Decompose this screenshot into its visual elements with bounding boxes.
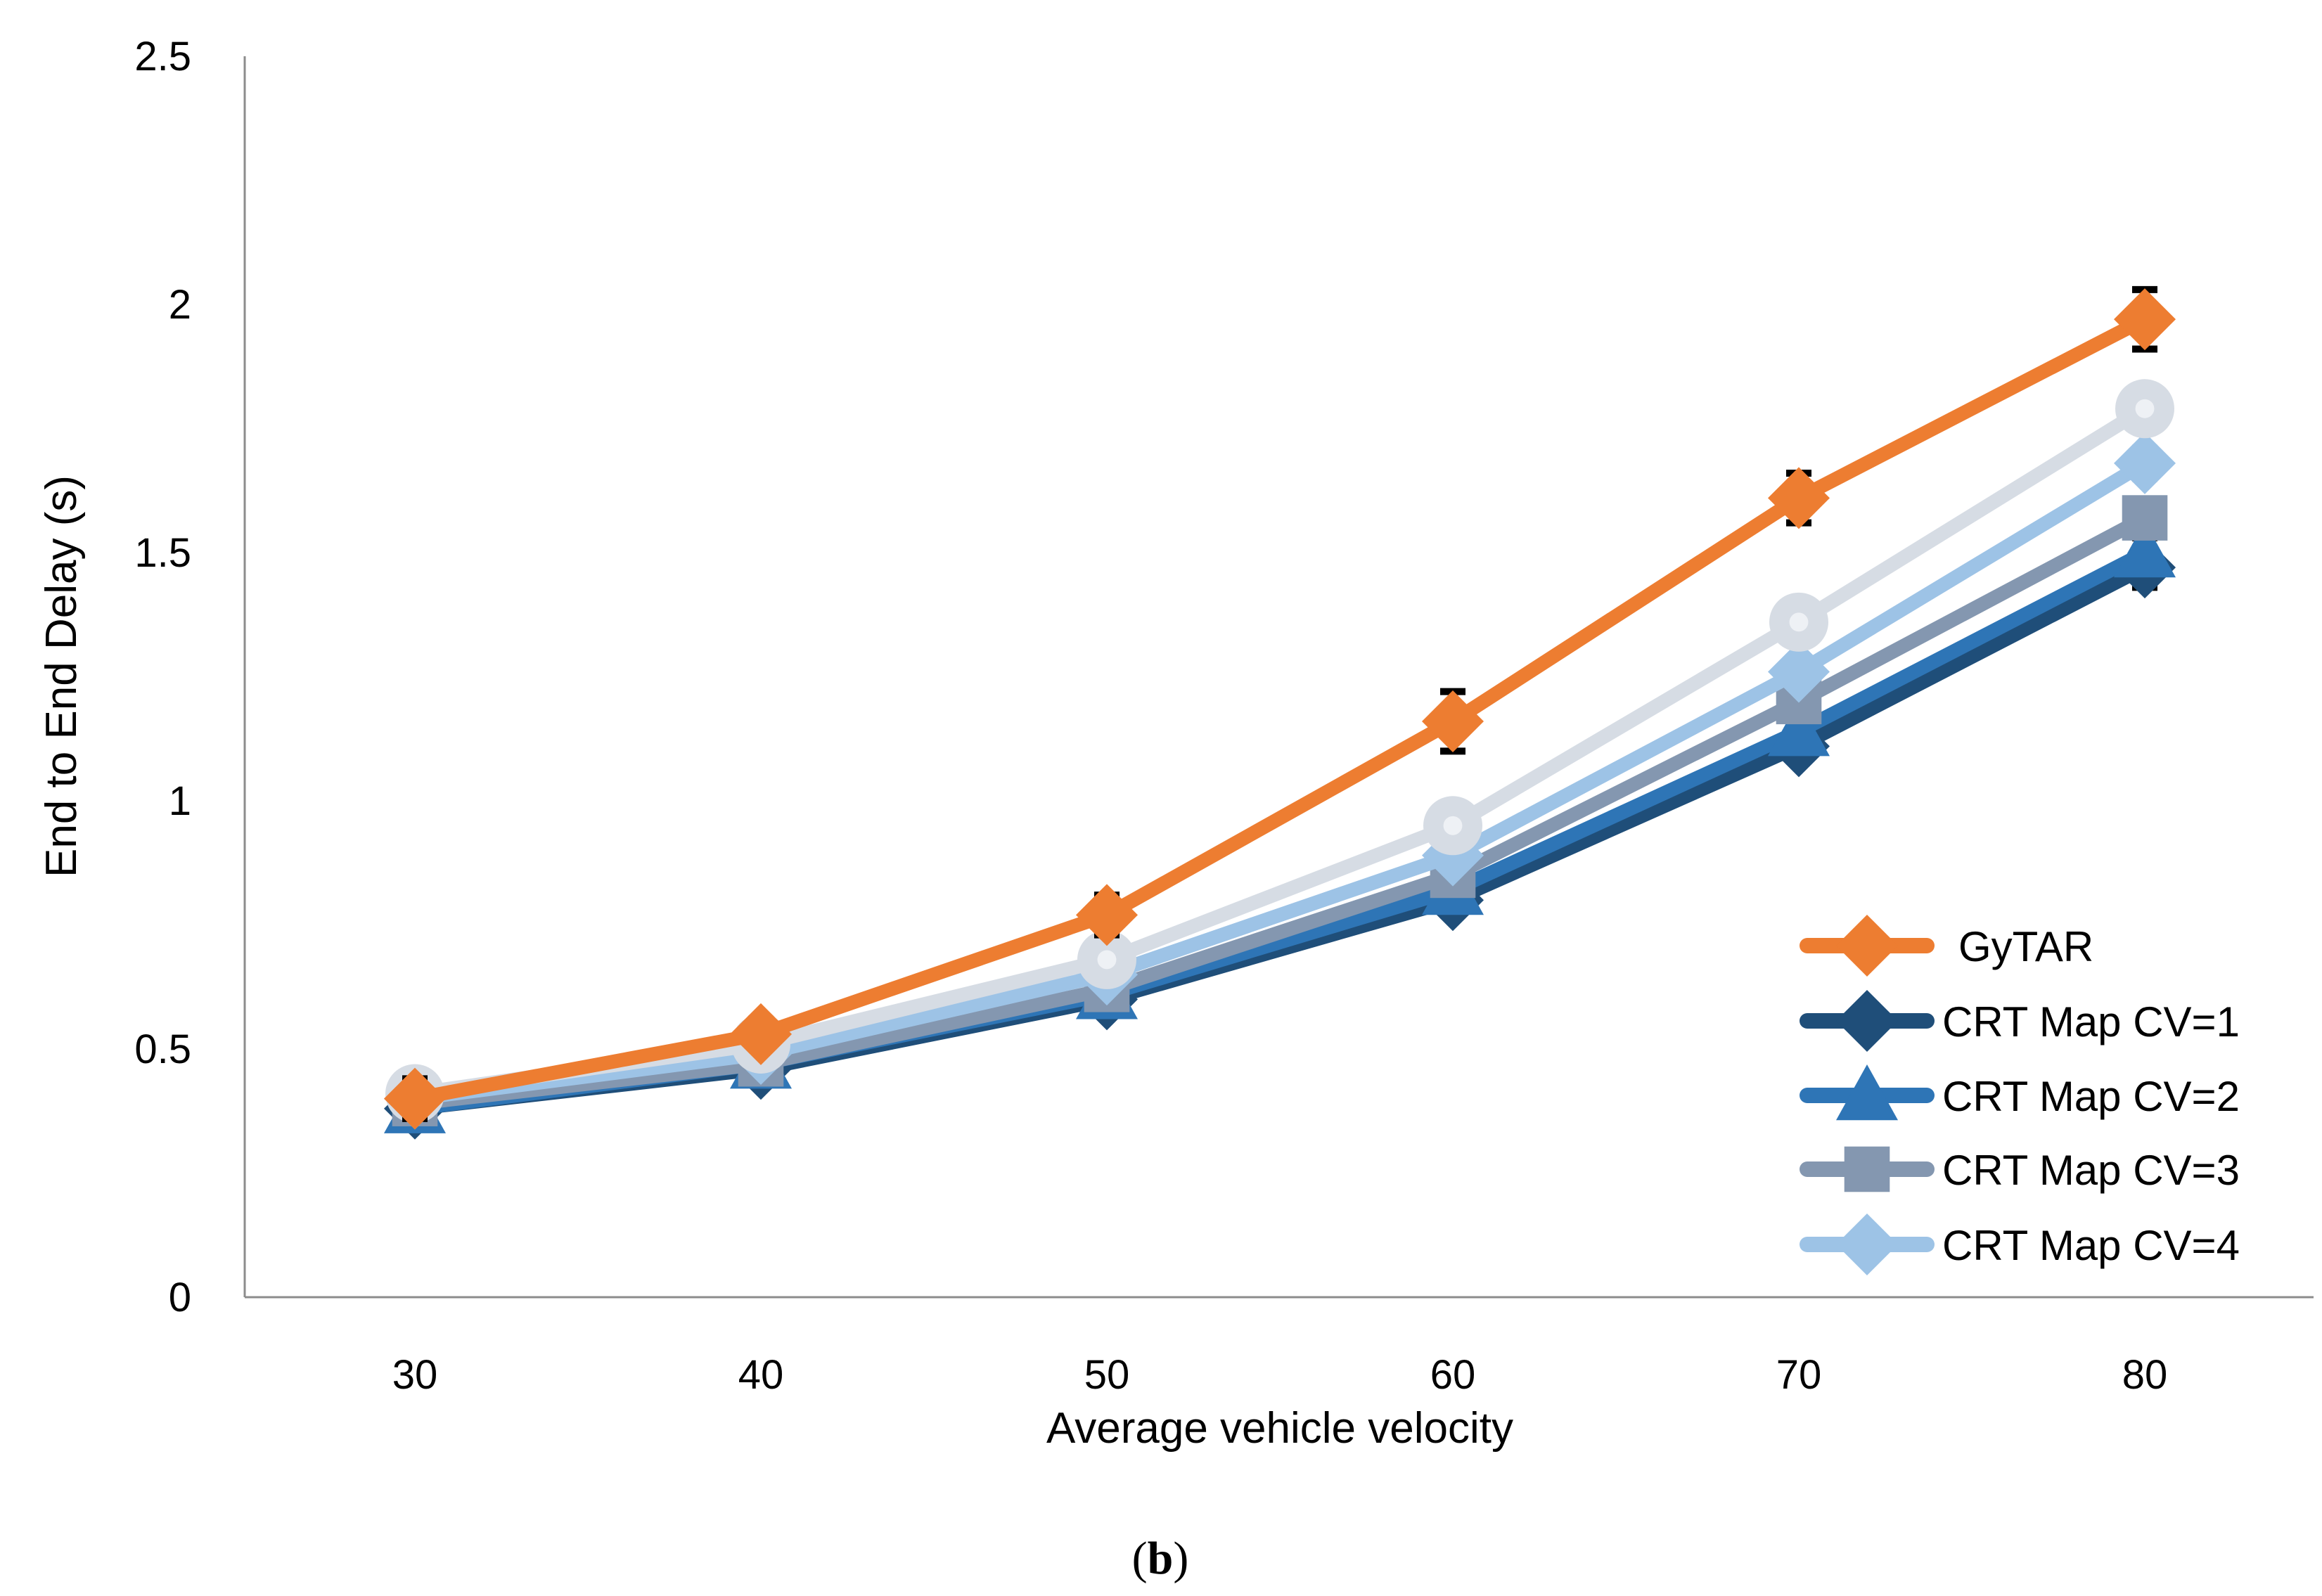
y-axis-title: End to End Delay (s) xyxy=(37,475,86,877)
series-line xyxy=(408,510,2152,1111)
y-tick-label: 1.5 xyxy=(134,530,191,576)
legend-label: CRT Map CV=3 xyxy=(1942,1147,2240,1194)
series-line xyxy=(408,312,2152,1106)
data-point-center xyxy=(1789,612,1809,632)
legend-swatch-marker xyxy=(1836,1064,1898,1121)
series-line xyxy=(408,456,2152,1106)
figure-caption: (b) xyxy=(1132,1533,1189,1584)
legend-swatch-marker xyxy=(1844,1146,1890,1192)
legend-label: CRT Map CV=1 xyxy=(1942,998,2240,1045)
legend-swatch-marker xyxy=(1836,1214,1898,1275)
legend-label: CRT Map CV=4 xyxy=(1942,1222,2240,1269)
legend-swatch-marker xyxy=(1836,915,1898,977)
series-unlabeled xyxy=(385,379,2174,1124)
y-tick-label: 2 xyxy=(169,282,191,328)
data-point xyxy=(2114,432,2176,494)
series-gytar xyxy=(384,285,2176,1130)
x-tick-label: 30 xyxy=(392,1352,438,1398)
x-tick-labels: 30 40 50 60 70 80 xyxy=(392,1352,2168,1398)
y-tick-label: 2.5 xyxy=(134,34,191,79)
legend-item: CRT Map CV=2 xyxy=(1800,1064,2240,1121)
data-point xyxy=(384,1067,446,1130)
legend-swatch-marker xyxy=(1836,990,1898,1052)
series-layer xyxy=(384,285,2176,1140)
legend-item: CRT Map CV=4 xyxy=(1800,1214,2240,1275)
legend: GyTAR CRT Map CV=1 CRT Map CV=2 CRT Map CV=… xyxy=(1800,915,2240,1275)
caption-letter: b xyxy=(1148,1533,1174,1584)
data-point xyxy=(1768,700,1830,757)
x-tick-label: 60 xyxy=(1430,1352,1476,1398)
y-tick-label: 0.5 xyxy=(134,1027,191,1072)
legend-item: CRT Map CV=1 xyxy=(1800,990,2240,1052)
series-line xyxy=(408,401,2152,1101)
data-point xyxy=(2122,495,2168,541)
data-point xyxy=(1768,641,1830,703)
data-point xyxy=(1768,467,1830,529)
legend-item: GyTAR xyxy=(1800,915,2093,977)
x-tick-label: 80 xyxy=(2122,1352,2168,1398)
data-point-center xyxy=(1097,950,1117,970)
data-point xyxy=(730,1003,792,1065)
data-point xyxy=(1422,690,1484,753)
y-tick-label: 1 xyxy=(169,778,191,824)
x-tick-label: 40 xyxy=(738,1352,784,1398)
caption-paren-open: ( xyxy=(1132,1533,1148,1584)
y-tick-label: 0 xyxy=(169,1275,191,1320)
legend-item: CRT Map CV=3 xyxy=(1800,1146,2240,1194)
data-point xyxy=(1076,884,1138,946)
data-point-center xyxy=(1443,816,1463,835)
legend-label: CRT Map CV=2 xyxy=(1942,1073,2240,1120)
data-point xyxy=(2114,522,2176,578)
caption-paren-close: ) xyxy=(1173,1533,1188,1584)
x-tick-label: 70 xyxy=(1776,1352,1822,1398)
x-axis-title: Average vehicle velocity xyxy=(1046,1404,1513,1453)
y-tick-labels: 0 0.5 1 1.5 2 2.5 xyxy=(134,34,191,1320)
axes xyxy=(243,56,2314,1299)
legend-label: GyTAR xyxy=(1958,923,2093,970)
data-point-center xyxy=(2135,399,2155,418)
data-point xyxy=(2114,288,2176,351)
x-tick-label: 50 xyxy=(1084,1352,1130,1398)
